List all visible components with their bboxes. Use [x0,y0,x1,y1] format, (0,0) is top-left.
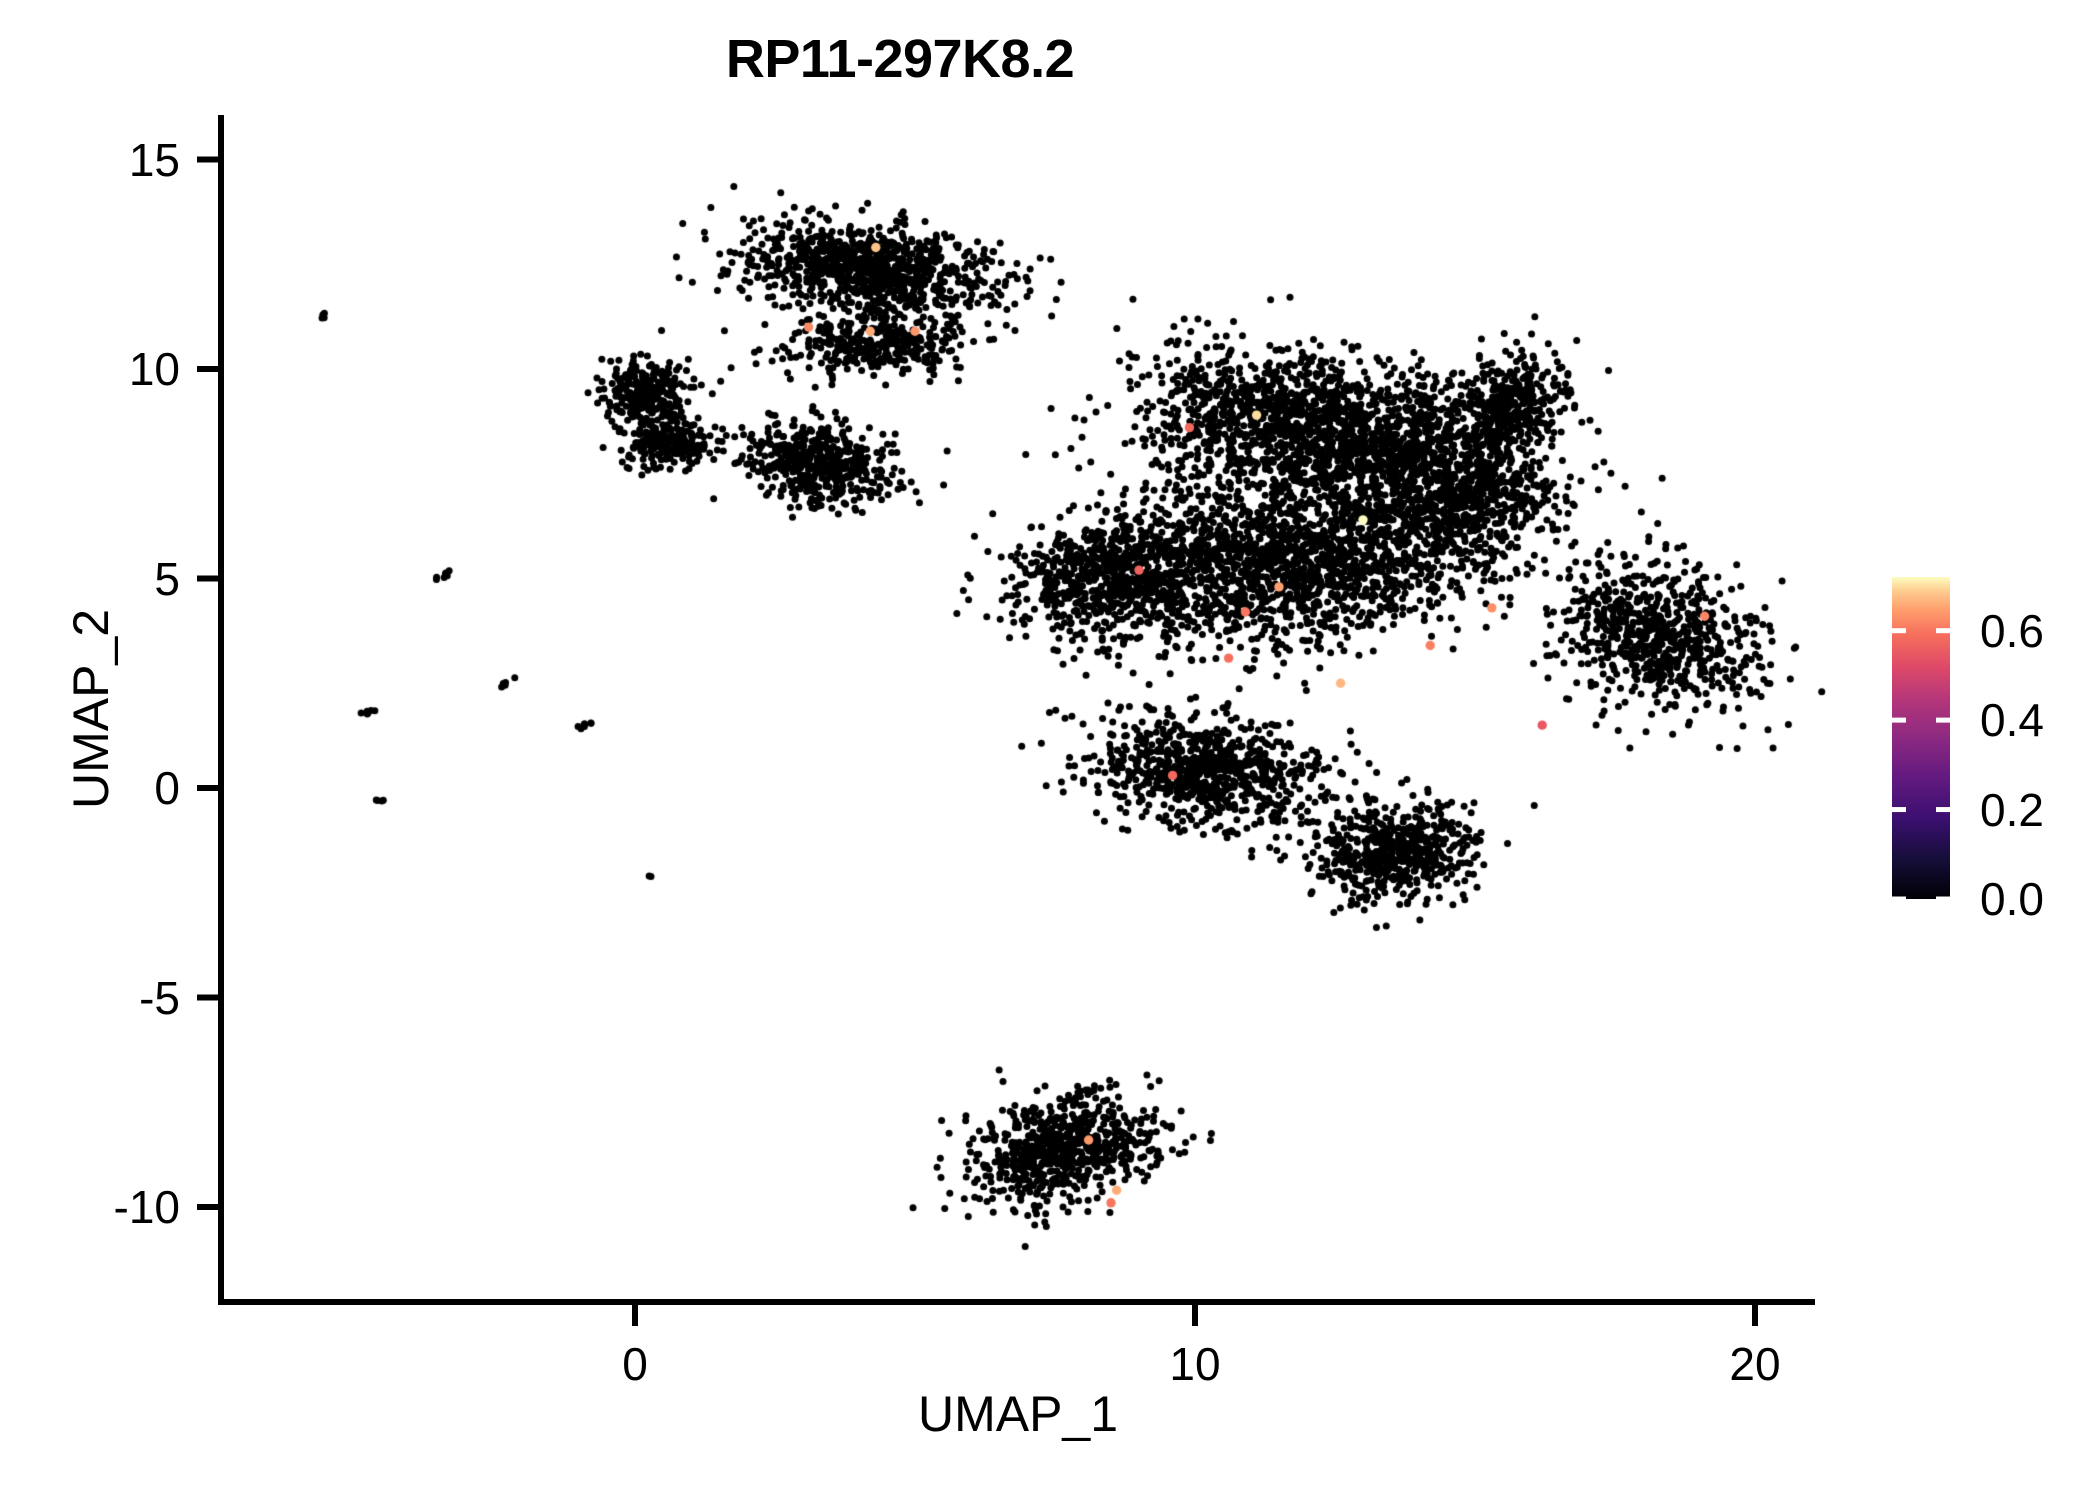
x-tick-label: 10 [1169,1338,1221,1390]
colorbar-legend[interactable]: 0.0 0.2 0.4 0.6 [1892,577,2100,925]
colorbar-tick-label: 0.4 [1980,694,2044,747]
y-tick-label: -5 [139,971,180,1024]
x-tick-label: 0 [622,1338,648,1390]
x-axis-title: UMAP_1 [917,1386,1119,1442]
y-axis-title: UMAP_2 [63,608,119,810]
colorbar-gradient [1892,577,1950,899]
x-tick-label: 20 [1729,1338,1781,1390]
y-tick-label: 5 [154,552,180,605]
y-tick-label: 15 [128,133,180,186]
colorbar-tick-label: 0.0 [1980,873,2044,925]
y-tick-label: 10 [128,343,180,395]
colorbar-tick-label: 0.2 [1980,783,2044,836]
colorbar-tick-label: 0.6 [1980,604,2044,657]
y-tick-label: -10 [113,1181,180,1233]
y-tick-label: 0 [154,762,180,814]
